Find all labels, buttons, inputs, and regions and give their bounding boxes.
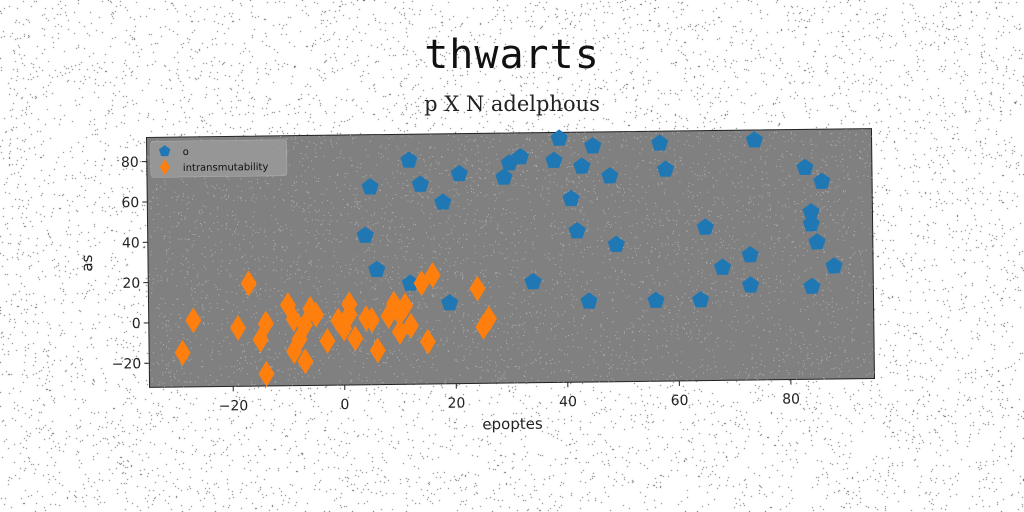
series-o-point — [584, 137, 602, 154]
y-tick-label: 0 — [132, 316, 141, 332]
series-o-point — [441, 294, 459, 311]
series-intransmutability-point — [419, 328, 436, 355]
series-o-point — [802, 203, 820, 220]
series-intransmutability-point — [258, 360, 275, 387]
series-o-point — [356, 226, 374, 243]
series-intransmutability-point — [296, 312, 313, 339]
series-intransmutability-point — [391, 300, 408, 327]
series-intransmutability-point — [286, 338, 303, 365]
y-tick-label: 80 — [121, 155, 139, 171]
series-intransmutability-point — [341, 291, 358, 318]
plot-area — [145, 128, 876, 388]
series-o-point — [802, 215, 820, 232]
series-o-point — [573, 157, 591, 174]
series-o-point — [568, 221, 586, 239]
series-intransmutability-point — [363, 307, 380, 334]
series-o-point — [808, 233, 826, 250]
series-o-point — [745, 131, 763, 148]
series-intransmutability-point — [185, 307, 202, 334]
series-intransmutability-point — [174, 339, 191, 366]
series-intransmutability-point — [319, 327, 336, 354]
y-tick-label: 60 — [121, 195, 139, 211]
series-intransmutability-point — [297, 348, 314, 375]
series-intransmutability-point — [397, 292, 414, 319]
legend: o intransmutability — [150, 139, 288, 178]
x-tick-label: −20 — [219, 398, 249, 414]
x-tick-label: 20 — [447, 396, 465, 412]
series-o-point — [796, 158, 814, 176]
series-intransmutability-point — [347, 325, 364, 352]
series-o-point — [656, 160, 675, 177]
series-o-point — [400, 151, 418, 168]
series-o-point — [434, 193, 452, 210]
chart-title: thwarts — [424, 32, 600, 78]
series-intransmutability-point — [230, 314, 247, 341]
x-axis-label: epoptes — [482, 415, 543, 434]
legend-label: intransmutability — [183, 162, 269, 174]
series-o-point — [495, 168, 513, 185]
series-o-point — [524, 272, 542, 290]
y-tick-label: 20 — [122, 276, 140, 292]
series-intransmutability-point — [257, 310, 274, 337]
series-o-point — [647, 291, 665, 308]
series-intransmutability-point — [307, 301, 324, 328]
series-o-point — [450, 164, 468, 182]
series-intransmutability-point — [291, 326, 308, 353]
series-o-point — [545, 151, 563, 169]
series-intransmutability-point — [252, 326, 269, 353]
series-o-point — [562, 189, 580, 207]
series-o-point — [580, 292, 598, 309]
series-o-point — [651, 134, 669, 151]
legend-marker — [158, 145, 171, 157]
series-intransmutability-point — [424, 262, 441, 289]
series-o-point — [368, 260, 386, 278]
series-intransmutability-point — [336, 315, 353, 342]
series-o-point — [511, 148, 529, 165]
y-tick-label: −20 — [112, 356, 142, 372]
series-intransmutability-point — [480, 305, 497, 332]
series-o-point — [411, 175, 429, 192]
legend-marker — [159, 159, 170, 176]
series-intransmutability-point — [402, 312, 419, 339]
y-axis-label: as — [78, 254, 96, 271]
legend-box — [150, 139, 288, 178]
x-tick-label: 80 — [782, 391, 800, 407]
series-o-point — [692, 291, 710, 308]
series-o-point — [813, 172, 831, 189]
series-intransmutability-point — [475, 313, 492, 340]
x-tick-label: 0 — [340, 397, 349, 413]
series-intransmutability-point — [391, 318, 408, 345]
series-o-point — [401, 274, 419, 291]
series-o-point — [803, 277, 821, 294]
x-tick-label: 60 — [671, 393, 689, 409]
series-intransmutability-point — [380, 302, 397, 329]
y-tick-label: 40 — [122, 235, 140, 251]
chart-subtitle: p X N adelphous — [424, 92, 600, 116]
series-o-point — [825, 257, 843, 274]
series-o-point — [361, 178, 379, 195]
series-intransmutability-point — [469, 275, 486, 302]
legend-label: o — [183, 147, 189, 158]
series-o-point — [601, 167, 619, 184]
series-intransmutability-point — [369, 337, 386, 364]
series-intransmutability-point — [240, 270, 257, 297]
series-o-point — [741, 246, 759, 263]
series-intransmutability-point — [413, 270, 430, 297]
series-o-point — [607, 235, 625, 252]
series-o-point — [550, 129, 568, 146]
series-o-point — [696, 218, 714, 235]
series-o-point — [742, 276, 760, 293]
x-tick-label: 40 — [559, 394, 577, 410]
series-o-point — [713, 258, 732, 275]
